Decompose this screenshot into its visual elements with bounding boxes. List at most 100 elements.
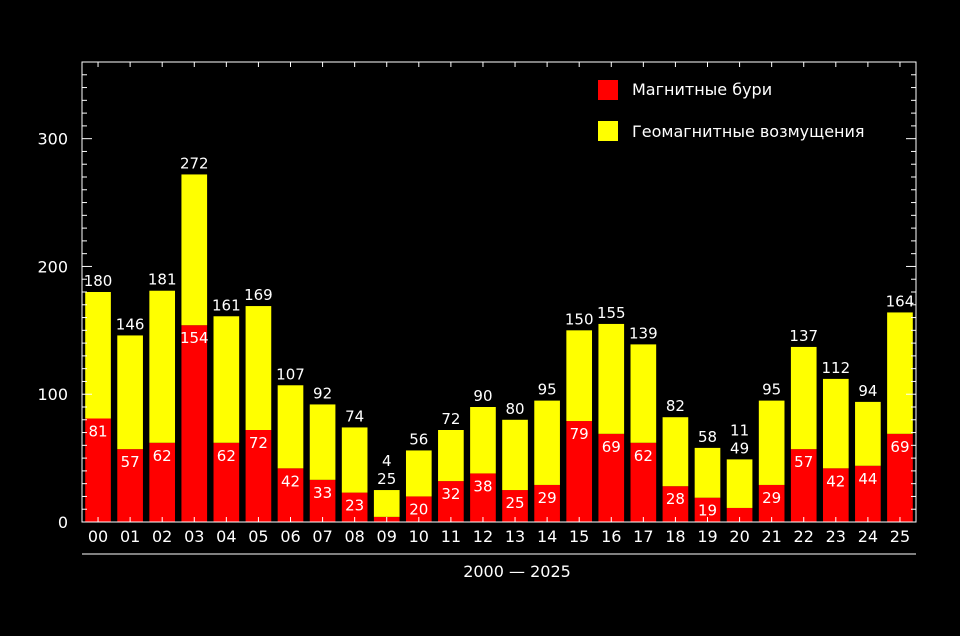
bar-storms: [213, 442, 240, 522]
storms-value-label: 29: [538, 489, 557, 507]
legend-label-storms: Магнитные бури: [632, 80, 772, 99]
bar-storms: [790, 449, 817, 522]
bar-disturbances: [85, 292, 111, 419]
x-tick-label: 06: [280, 527, 300, 546]
total-label: 155: [597, 304, 626, 322]
bar-storms: [566, 421, 593, 522]
storms-value-label: 62: [217, 447, 236, 465]
bar-disturbances: [822, 378, 849, 469]
bar-disturbances: [341, 427, 368, 493]
x-tick-label: 07: [312, 527, 332, 546]
total-label: 112: [821, 359, 850, 377]
bar-disturbances: [662, 417, 689, 487]
bars-layer: [85, 174, 913, 522]
bar-disturbances: [598, 323, 625, 434]
total-label: 139: [629, 324, 658, 342]
x-tick-label: 18: [665, 527, 685, 546]
storms-value-label: 28: [666, 490, 685, 508]
storms-value-label: 42: [281, 472, 300, 490]
x-tick-label: 04: [216, 527, 236, 546]
y-tick-label: 200: [37, 257, 68, 276]
total-label: 72: [441, 410, 460, 428]
labels-layer: 1808114657181622721541616216972107429233…: [84, 154, 915, 519]
bar-storms: [149, 442, 176, 522]
x-tick-label: 11: [441, 527, 461, 546]
x-tick-label: 16: [601, 527, 621, 546]
legend-label-disturbances: Геомагнитные возмущения: [632, 122, 865, 141]
bar-disturbances: [149, 290, 176, 443]
bar-storms: [470, 473, 496, 522]
x-tick-label: 17: [633, 527, 653, 546]
total-label: 80: [505, 400, 524, 418]
total-label: 58: [698, 428, 717, 446]
legend-swatch-disturbances: [598, 121, 618, 141]
bar-storms: [502, 490, 528, 522]
total-label: 272: [180, 154, 209, 172]
bar-storms: [245, 430, 272, 522]
x-tick-label: 02: [152, 527, 172, 546]
x-tick-label: 03: [184, 527, 204, 546]
bar-disturbances: [245, 306, 272, 430]
total-label: 94: [858, 382, 877, 400]
storms-value-label: 4: [382, 452, 392, 470]
bar-disturbances: [887, 312, 913, 434]
bar-disturbances: [502, 419, 528, 491]
storms-value-label: 154: [180, 329, 209, 347]
x-tick-label: 24: [858, 527, 878, 546]
legend: Магнитные бури Геомагнитные возмущения: [598, 80, 865, 141]
x-tick-label: 00: [88, 527, 108, 546]
x-tick-label: 19: [697, 527, 717, 546]
bar-disturbances: [855, 401, 881, 466]
storms-value-label: 29: [762, 489, 781, 507]
bar-disturbances: [438, 430, 464, 482]
bar-storms: [85, 418, 111, 522]
total-label: 181: [148, 271, 177, 289]
storms-value-label: 69: [602, 438, 621, 456]
y-tick-label: 300: [37, 130, 68, 149]
bar-disturbances: [694, 447, 721, 498]
storms-value-label: 81: [88, 423, 107, 441]
storms-value-label: 19: [698, 502, 717, 520]
bar-disturbances: [758, 400, 785, 485]
bar-storms: [534, 484, 560, 522]
storms-value-label: 57: [794, 453, 813, 471]
x-tick-label: 08: [344, 527, 364, 546]
bar-disturbances: [277, 385, 304, 469]
bar-disturbances: [470, 407, 496, 474]
x-tick-label: 23: [826, 527, 846, 546]
bar-disturbances: [373, 490, 400, 517]
total-label: 90: [473, 387, 492, 405]
storms-value-label: 38: [473, 477, 492, 495]
x-tick-label: 13: [505, 527, 525, 546]
bar-disturbances: [117, 335, 143, 450]
storms-value-label: 11: [730, 421, 749, 439]
bar-storms: [117, 449, 143, 522]
storms-value-label: 62: [634, 447, 653, 465]
bar-storms: [855, 465, 881, 522]
storms-value-label: 44: [858, 470, 877, 488]
total-label: 25: [377, 470, 396, 488]
axes-layer: 00 01 02 03 04 05 06 07 08 09 10 11 12 13 14 15 16 17 18 19…: [37, 61, 917, 546]
total-label: 137: [789, 327, 818, 345]
storms-value-label: 79: [570, 425, 589, 443]
bar-storms: [309, 479, 336, 522]
bar-disturbances: [213, 316, 240, 443]
storms-value-label: 23: [345, 497, 364, 515]
total-label: 95: [538, 381, 557, 399]
total-label: 74: [345, 407, 364, 425]
bar-storms: [630, 442, 657, 522]
bar-storms: [277, 468, 304, 522]
bar-disturbances: [630, 344, 657, 443]
y-tick-label: 100: [37, 385, 68, 404]
total-label: 150: [565, 310, 594, 328]
total-label: 164: [886, 292, 915, 310]
bar-storms: [662, 486, 689, 522]
x-tick-label: 14: [537, 527, 557, 546]
x-tick-label: 01: [120, 527, 140, 546]
total-label: 107: [276, 365, 305, 383]
storms-value-label: 42: [826, 472, 845, 490]
bar-disturbances: [534, 400, 560, 485]
bar-disturbances: [309, 404, 336, 480]
bar-storms: [887, 433, 913, 522]
